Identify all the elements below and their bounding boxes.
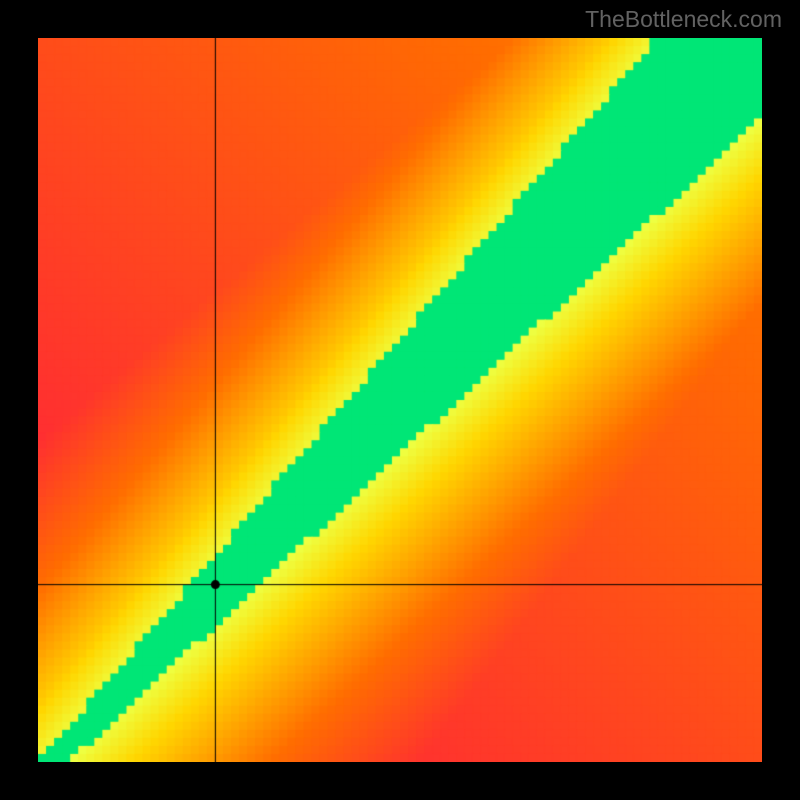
chart-container: TheBottleneck.com (0, 0, 800, 800)
heatmap-plot (38, 38, 762, 762)
watermark-text: TheBottleneck.com (585, 6, 782, 33)
